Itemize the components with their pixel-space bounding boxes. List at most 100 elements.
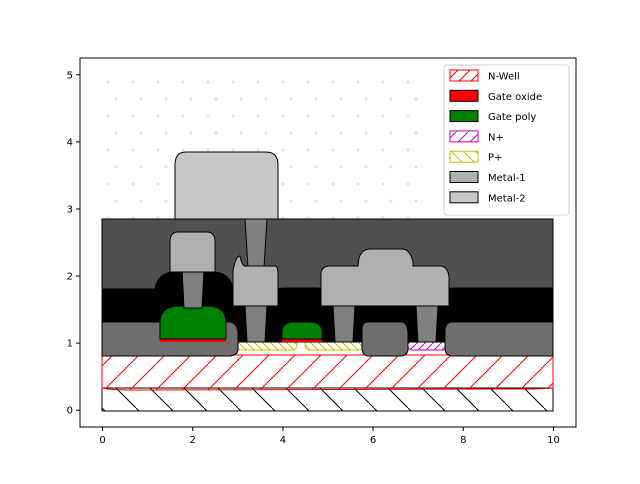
grid-dot (106, 114, 110, 118)
y-axis: 0 1 2 3 4 5 (67, 70, 80, 417)
grid-dot (389, 199, 393, 203)
grid-dot (364, 165, 368, 169)
grid-dot (331, 148, 335, 152)
grid-dot (314, 131, 318, 135)
metal-1-left (169, 231, 216, 273)
grid-dot (156, 80, 160, 84)
y-tick-label: 3 (67, 204, 73, 215)
x-axis: 0 2 4 6 8 10 (99, 427, 560, 446)
grid-dot (206, 80, 210, 84)
grid-dot (156, 182, 160, 186)
grid-dot (139, 97, 143, 101)
legend-swatch-n- (449, 130, 479, 143)
grid-dot (214, 97, 218, 101)
y-tick-label: 5 (67, 70, 73, 81)
grid-dot (389, 97, 393, 101)
grid-dot (306, 114, 310, 118)
grid-dot (114, 165, 118, 169)
grid-dot (289, 97, 293, 101)
x-tick-label: 8 (460, 435, 466, 446)
grid-dot (364, 199, 368, 203)
grid-dot (281, 80, 285, 84)
grid-dot (114, 97, 118, 101)
grid-dot (389, 131, 393, 135)
grid-dot (139, 131, 143, 135)
legend-label-n-: N+ (488, 132, 504, 143)
grid-dot (231, 148, 235, 152)
grid-dot (339, 97, 343, 101)
grid-dot (189, 97, 193, 101)
grid-dot (381, 182, 385, 186)
legend-swatch-metal-1 (449, 171, 479, 183)
grid-dot (331, 80, 335, 84)
grid-dot (414, 165, 418, 169)
gate-poly-right (281, 321, 323, 340)
grid-dot (364, 97, 368, 101)
grid-dot (314, 165, 318, 169)
legend-label-metal-2: Metal-2 (488, 193, 526, 204)
grid-dot (206, 114, 210, 118)
x-tick-label: 10 (547, 435, 560, 446)
gate-oxide-right (282, 339, 322, 342)
grid-dot (289, 199, 293, 203)
metal-1-center (232, 255, 279, 307)
metal-1-right (320, 248, 450, 307)
grid-dot (406, 148, 410, 152)
legend-swatch-n-well (449, 69, 479, 82)
legend: N-Well Gate oxide Gate poly N+ P+ Metal-1 Meta… (443, 64, 570, 216)
substrate-layer (101, 387, 554, 412)
grid-dot (339, 131, 343, 135)
axes-frame (79, 57, 577, 428)
grid-dot (181, 148, 185, 152)
grid-dot (214, 131, 218, 135)
legend-label-n-well: N-Well (488, 72, 520, 83)
grid-dot (339, 199, 343, 203)
grid-dot (306, 148, 310, 152)
grid-dot (131, 80, 135, 84)
field-oxide-mid (361, 321, 409, 357)
legend-label-gate-poly: Gate poly (488, 112, 536, 123)
grid-dot (281, 148, 285, 152)
x-tick-label: 2 (190, 435, 196, 446)
grid-dot (164, 199, 168, 203)
grid-dot (381, 114, 385, 118)
contact-plug-3 (332, 304, 356, 343)
grid-dot (356, 182, 360, 186)
grid-dot (331, 182, 335, 186)
grid-dot (131, 114, 135, 118)
contact-plug-1 (181, 269, 205, 309)
grid-dot (406, 80, 410, 84)
grid-dot (256, 80, 260, 84)
gate-poly-left (159, 305, 227, 340)
legend-label-metal-1: Metal-1 (488, 173, 526, 184)
legend-label-p-: P+ (488, 153, 502, 164)
grid-dot (131, 148, 135, 152)
grid-dot (314, 97, 318, 101)
grid-dot (356, 148, 360, 152)
grid-dot (339, 165, 343, 169)
x-tick-label: 6 (370, 435, 376, 446)
legend-label-gate-oxide: Gate oxide (488, 92, 542, 103)
grid-dot (389, 165, 393, 169)
n-well-region (101, 354, 554, 391)
legend-swatch-gate-poly (449, 110, 479, 123)
grid-dot (264, 97, 268, 101)
y-tick-label: 2 (67, 272, 73, 283)
legend-swatch-gate-oxide (449, 89, 479, 102)
y-tick-label: 4 (67, 137, 73, 148)
grid-dot (356, 114, 360, 118)
grid-dot (414, 199, 418, 203)
grid-dot (106, 182, 110, 186)
y-tick-label: 0 (67, 406, 73, 417)
grid-dot (306, 182, 310, 186)
grid-dot (414, 97, 418, 101)
grid-dot (289, 165, 293, 169)
grid-dot (406, 182, 410, 186)
grid-dot (206, 148, 210, 152)
grid-dot (181, 80, 185, 84)
grid-dot (264, 131, 268, 135)
grid-dot (231, 114, 235, 118)
grid-dot (331, 114, 335, 118)
grid-dot (289, 131, 293, 135)
